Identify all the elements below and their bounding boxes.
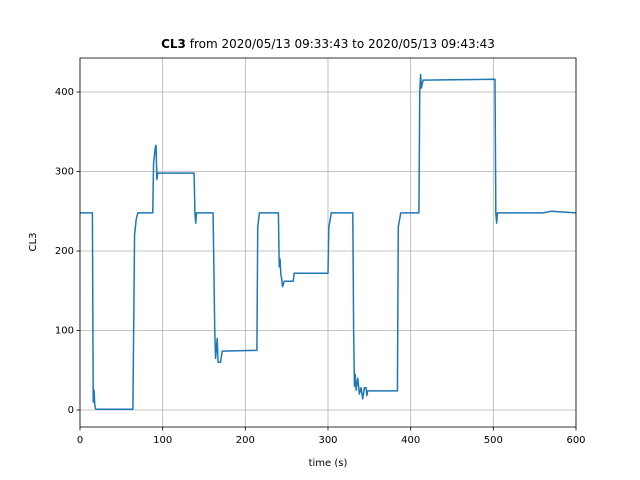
x-tick-label: 200 (236, 435, 255, 446)
y-tick-label: 0 (68, 405, 74, 416)
x-tick-label: 100 (153, 435, 172, 446)
title-bold: CL3 (161, 37, 186, 51)
x-axis-label: time (s) (309, 458, 348, 469)
x-tick-label: 300 (318, 435, 337, 446)
y-tick-label: 100 (55, 325, 74, 336)
x-tick-label: 0 (77, 435, 83, 446)
plot-frame (79, 57, 577, 428)
y-tick-label: 300 (55, 167, 74, 178)
y-axis-label: CL3 (28, 233, 39, 252)
x-tick-label: 400 (401, 435, 420, 446)
data-line (80, 73, 577, 410)
x-tick-label: 600 (566, 435, 585, 446)
x-tick-label: 500 (484, 435, 503, 446)
y-tick-label: 200 (55, 246, 74, 257)
y-tick-label: 400 (55, 87, 74, 98)
title-rest: from 2020/05/13 09:33:43 to 2020/05/13 0… (190, 37, 495, 51)
chart-title: CL3 from 2020/05/13 09:33:43 to 2020/05/… (161, 37, 495, 51)
